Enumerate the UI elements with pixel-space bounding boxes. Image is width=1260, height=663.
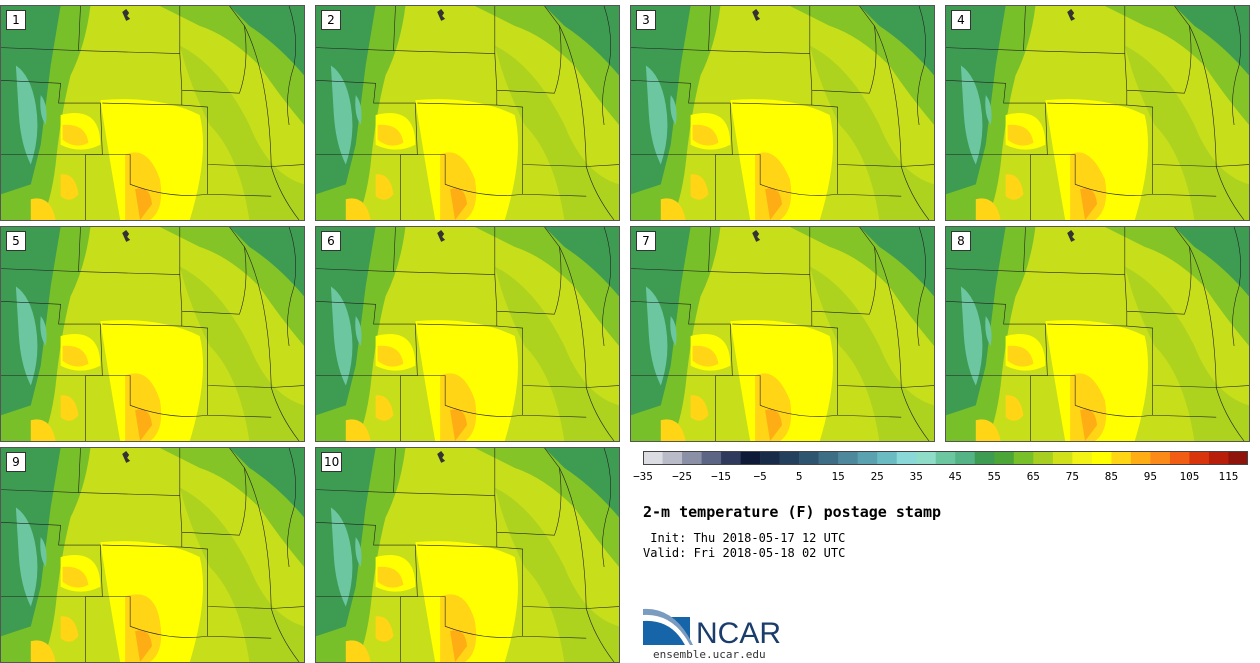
ensemble-member-label: 3 — [636, 10, 656, 30]
colorbar-tick-label: 105 — [1179, 470, 1200, 483]
colorbar-segment — [1228, 451, 1248, 465]
postage-stamp-map: 3 — [630, 5, 935, 221]
colorbar-segment — [643, 451, 663, 465]
colorbar-segment — [1169, 451, 1190, 465]
colorbar-segment — [838, 451, 858, 465]
colorbar-segment — [1052, 451, 1073, 465]
colorbar-segment — [1130, 451, 1151, 465]
postage-stamp-map: 2 — [315, 5, 620, 221]
ensemble-member-label: 6 — [321, 231, 341, 251]
colorbar-tick-label: 15 — [831, 470, 845, 483]
colorbar-segment — [799, 451, 819, 465]
colorbar-tick-label: 45 — [948, 470, 962, 483]
ensemble-member-label: 2 — [321, 10, 341, 30]
colorbar-segment — [857, 451, 878, 465]
ncar-logo: NCAR — [643, 608, 781, 650]
postage-stamp-map: 7 — [630, 226, 935, 442]
colorbar-segment — [1013, 451, 1034, 465]
postage-stamp-map: 4 — [945, 5, 1250, 221]
ensemble-member-label: 7 — [636, 231, 656, 251]
colorbar-segment — [955, 451, 976, 465]
colorbar-tick-label: 25 — [870, 470, 884, 483]
postage-stamp-map: 6 — [315, 226, 620, 442]
temperature-colorbar — [643, 451, 1248, 465]
colorbar-segment — [662, 451, 683, 465]
init-time: Init: Thu 2018-05-17 12 UTC — [643, 531, 846, 545]
colorbar-tick-label: 85 — [1104, 470, 1118, 483]
colorbar-tick-label: 115 — [1218, 470, 1239, 483]
colorbar-segment — [1072, 451, 1093, 465]
colorbar-segment — [1208, 451, 1229, 465]
valid-time: Valid: Fri 2018-05-18 02 UTC — [643, 546, 846, 560]
colorbar-tick-label: 95 — [1143, 470, 1158, 483]
colorbar-segment — [994, 451, 1015, 465]
postage-stamp-map: 9 — [0, 447, 305, 663]
colorbar-segment — [1091, 451, 1112, 465]
colorbar-segment — [760, 451, 780, 465]
colorbar-segment — [877, 451, 898, 465]
colorbar-segment — [818, 451, 839, 465]
colorbar-segment — [779, 451, 800, 465]
ncar-logo-text: NCAR — [696, 617, 781, 650]
colorbar-segment — [701, 451, 722, 465]
colorbar-tick-labels: −35 −25 −15 −5 5 15 25 35 45 55 65 75 85 95 105 115 — [633, 470, 1248, 484]
ensemble-member-label: 9 — [6, 452, 26, 472]
colorbar-tick-label: 5 — [795, 470, 803, 483]
chart-title: 2-m temperature (F) postage stamp — [643, 503, 942, 521]
postage-stamp-map: 10 — [315, 447, 620, 663]
colorbar-segment — [974, 451, 995, 465]
ensemble-member-label: 10 — [321, 452, 343, 472]
colorbar-segment — [1189, 451, 1210, 465]
colorbar-tick-label: 35 — [909, 470, 923, 483]
colorbar-segment — [935, 451, 956, 465]
ensemble-member-label: 8 — [951, 231, 971, 251]
ensemble-member-label: 1 — [6, 10, 26, 30]
colorbar-tick-label: −5 — [753, 470, 767, 483]
colorbar-segment — [916, 451, 937, 465]
colorbar-segment — [1150, 451, 1171, 465]
colorbar-tick-label: 75 — [1065, 470, 1079, 483]
colorbar-tick-label: −25 — [672, 470, 692, 483]
colorbar-tick-label: 65 — [1026, 470, 1040, 483]
colorbar-segment — [896, 451, 917, 465]
colorbar-segment — [1033, 451, 1054, 465]
ensemble-member-label: 4 — [951, 10, 971, 30]
postage-stamp-map: 1 — [0, 5, 305, 221]
colorbar-segment — [740, 451, 761, 465]
colorbar-segment — [682, 451, 702, 465]
colorbar-segment — [1111, 451, 1132, 465]
colorbar-tick-label: 55 — [987, 470, 1001, 483]
colorbar-tick-label: −35 — [633, 470, 653, 483]
ensemble-member-label: 5 — [6, 231, 26, 251]
postage-stamp-map: 5 — [0, 226, 305, 442]
url-text: ensemble.ucar.edu — [653, 648, 766, 661]
postage-stamp-map: 8 — [945, 226, 1250, 442]
colorbar-segment — [721, 451, 741, 465]
colorbar-tick-label: −15 — [711, 470, 731, 483]
